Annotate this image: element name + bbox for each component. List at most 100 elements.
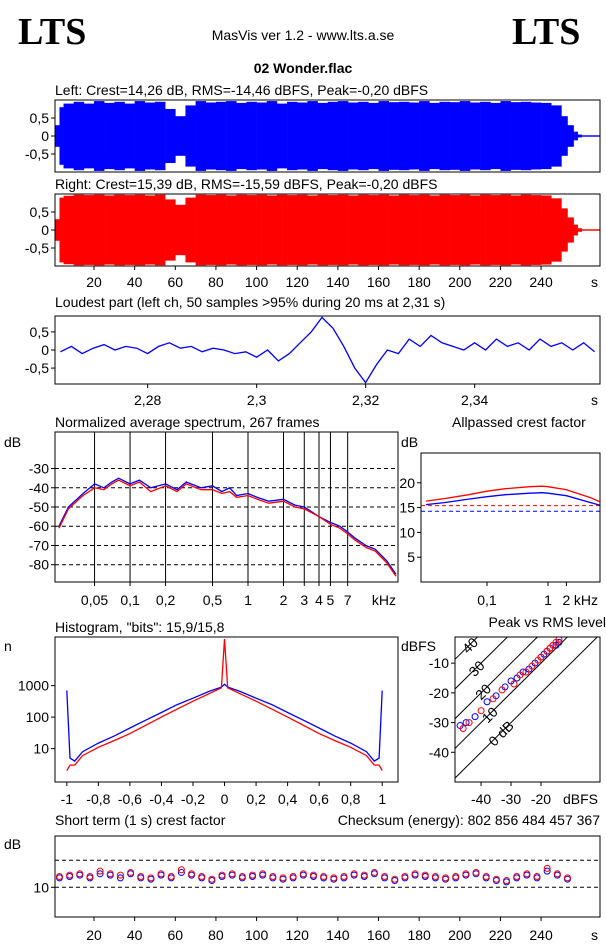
- y-tick-label: 10: [33, 741, 49, 757]
- x-tick-label: 0,8: [341, 791, 361, 807]
- wave-envelope: [246, 101, 257, 171]
- data-point: [459, 725, 467, 733]
- wave-envelope: [104, 195, 115, 265]
- data-point: [188, 870, 196, 878]
- wave-envelope: [368, 195, 379, 265]
- wave-envelope: [348, 102, 359, 170]
- panel-title: Normalized average spectrum, 267 frames: [55, 414, 320, 430]
- x-tick-label: 40: [127, 274, 143, 290]
- wave-envelope: [317, 194, 329, 266]
- data-point: [489, 695, 497, 703]
- plot-frame: [54, 193, 601, 267]
- plot-panel: Histogram, "bits": 15,9/15,8n100010010-1…: [4, 619, 399, 807]
- data-point: [218, 871, 226, 879]
- wave-envelope: [175, 204, 186, 256]
- wave-envelope: [459, 101, 471, 171]
- x-axis-label: s: [591, 392, 598, 408]
- wave-envelope: [114, 101, 125, 171]
- wave-envelope: [154, 101, 166, 171]
- annotation: Checksum (energy): 802 856 484 457 367: [338, 812, 600, 828]
- x-tick-label: 0,1: [477, 592, 497, 608]
- data-point: [510, 680, 518, 688]
- data-point: [86, 873, 94, 880]
- x-tick-label: -1: [61, 791, 74, 807]
- plot-panel: Left: Crest=14,26 dB, RMS=-14,46 dBFS, P…: [25, 82, 601, 173]
- wave-envelope: [307, 195, 318, 265]
- wave-envelope: [226, 195, 237, 265]
- wave-envelope: [378, 194, 389, 266]
- wave-envelope: [541, 195, 552, 265]
- wave-envelope: [307, 101, 318, 171]
- wave-envelope: [520, 194, 532, 266]
- data-point: [330, 874, 338, 882]
- panel-title: Peak vs RMS level: [489, 614, 606, 630]
- wave-envelope: [59, 197, 64, 263]
- data-point: [431, 873, 439, 880]
- file-name: 02 Wonder.flac: [254, 60, 353, 76]
- wave-envelope: [154, 194, 166, 266]
- x-tick-label: 0,2: [156, 592, 176, 608]
- wave-envelope: [266, 101, 278, 171]
- x-tick-label: 4: [315, 592, 323, 608]
- y-tick-label: 0: [41, 222, 49, 238]
- wave-envelope: [581, 135, 600, 137]
- data-point: [471, 713, 479, 721]
- y-tick-label: -50: [29, 499, 49, 515]
- plot-frame: [54, 835, 601, 918]
- wave-envelope: [205, 102, 217, 170]
- data-point: [137, 873, 145, 880]
- x-tick-label: 2,28: [134, 392, 161, 408]
- data-point: [289, 873, 297, 880]
- y-axis-label: dB: [401, 434, 418, 450]
- data-point: [381, 873, 389, 880]
- wave-envelope: [256, 102, 268, 170]
- wave-envelope: [165, 199, 176, 261]
- wave-envelope: [114, 194, 125, 266]
- wave-envelope: [577, 134, 583, 138]
- plot-marks: [60, 316, 596, 384]
- panel-title: Histogram, "bits": 15,9/15,8: [55, 619, 225, 635]
- data-point: [563, 874, 571, 882]
- app-title: MasVis ver 1.2 - www.lts.a.se: [212, 27, 395, 43]
- x-tick-label: 0: [221, 791, 229, 807]
- x-tick-label: 0,05: [81, 592, 108, 608]
- wave-envelope: [59, 107, 64, 165]
- x-tick-label: -40: [471, 791, 491, 807]
- y-tick-label: -0,5: [25, 240, 49, 256]
- wave-envelope: [500, 101, 511, 171]
- plot-marks: [55, 859, 600, 888]
- y-tick-label: 0: [41, 342, 49, 358]
- wave-envelope: [429, 102, 440, 170]
- panel-title: Allpassed crest factor: [452, 414, 586, 430]
- wave-envelope: [378, 101, 389, 171]
- wave-envelope: [266, 195, 278, 265]
- wave-envelope: [469, 195, 481, 265]
- wave-envelope: [419, 194, 430, 266]
- data-point: [543, 867, 551, 875]
- plot-panel: Right: Crest=15,39 dB, RMS=-15,59 dBFS, …: [25, 176, 601, 290]
- data-point: [465, 719, 473, 727]
- wave-envelope: [195, 194, 207, 266]
- y-tick-label: -60: [29, 518, 49, 534]
- series-line: [60, 316, 596, 384]
- diagonal-line: [455, 637, 599, 779]
- wave-envelope: [124, 103, 135, 169]
- wave-envelope: [276, 103, 288, 169]
- data-point: [537, 653, 545, 661]
- panel-title: Loudest part (left ch, 50 samples >95% d…: [55, 294, 445, 310]
- x-tick-label: -0,6: [118, 791, 142, 807]
- x-tick-label: 20: [86, 927, 102, 943]
- wave-envelope: [388, 102, 400, 170]
- x-tick-label: 7: [344, 592, 352, 608]
- x-tick-label: 0,2: [246, 791, 266, 807]
- data-point: [340, 873, 348, 880]
- wave-envelope: [297, 194, 308, 266]
- wave-envelope: [185, 197, 196, 263]
- x-tick-label: 2,34: [461, 392, 488, 408]
- data-point: [555, 637, 563, 643]
- wave-envelope: [276, 194, 288, 266]
- data-point: [106, 870, 114, 878]
- y-tick-label: -20: [429, 685, 449, 701]
- data-point: [411, 870, 419, 878]
